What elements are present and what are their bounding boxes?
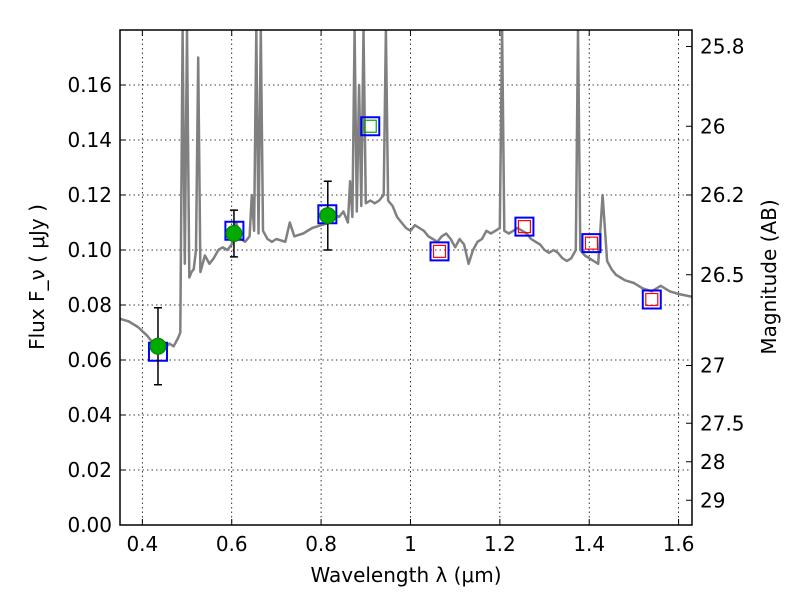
inner-square-marker bbox=[584, 236, 599, 250]
y-tick-label: 0.12 bbox=[67, 183, 112, 207]
y-tick-label: 0.04 bbox=[67, 403, 112, 427]
y-tick-label: 0.10 bbox=[67, 238, 112, 262]
right-tick-label: 27 bbox=[700, 354, 725, 378]
observed-point bbox=[225, 225, 243, 242]
spectrum-layer bbox=[120, 30, 692, 354]
y-axis-label-right: Magnitude (AB) bbox=[757, 199, 781, 354]
y-tick-label: 0.08 bbox=[67, 293, 112, 317]
right-tick-label: 26.5 bbox=[700, 263, 745, 287]
y-tick-label: 0.00 bbox=[67, 513, 112, 537]
blue-square-marker bbox=[360, 116, 381, 137]
x-tick-label: 0.6 bbox=[216, 532, 248, 556]
x-tick-label: 1.4 bbox=[573, 532, 605, 556]
blue-square-marker bbox=[429, 241, 450, 262]
right-tick-label: 26.2 bbox=[700, 183, 745, 207]
right-tick-label: 26 bbox=[700, 114, 725, 138]
observed-point bbox=[319, 207, 337, 225]
x-tick-label: 1 bbox=[404, 532, 417, 556]
x-tick-label: 0.4 bbox=[126, 532, 158, 556]
blue-square-marker bbox=[514, 216, 535, 237]
right-tick-label: 27.5 bbox=[700, 411, 745, 435]
ticks: 0.4 0.6 0.8 1 1.2 1.4 1.6 0.00 0.02 0.04 0.06 0.08 0… bbox=[67, 30, 745, 556]
grid bbox=[120, 30, 692, 526]
y-tick-label: 0.02 bbox=[67, 458, 112, 482]
inner-square-marker bbox=[517, 220, 532, 234]
observed-point bbox=[149, 337, 167, 355]
right-tick-label: 29 bbox=[700, 488, 725, 512]
y-tick-label: 0.14 bbox=[67, 128, 112, 152]
markers-layer bbox=[147, 116, 662, 386]
blue-square-marker bbox=[581, 233, 602, 254]
inner-square-marker bbox=[363, 119, 377, 133]
right-tick-label: 25.8 bbox=[700, 35, 745, 59]
x-tick-label: 0.8 bbox=[305, 532, 337, 556]
x-tick-label: 1.2 bbox=[484, 532, 516, 556]
inner-square-marker bbox=[432, 244, 447, 258]
plot-frame bbox=[119, 29, 693, 526]
blue-square-marker bbox=[641, 289, 662, 310]
x-tick-label: 1.6 bbox=[663, 532, 695, 556]
y-tick-label: 0.06 bbox=[67, 348, 112, 372]
plot-area bbox=[120, 30, 692, 525]
right-tick-label: 28 bbox=[700, 450, 725, 474]
x-axis-label: Wavelength λ (μm) bbox=[310, 563, 501, 587]
inner-square-marker bbox=[645, 292, 659, 307]
y-axis-label-left: Flux F_ν ( μJy ) bbox=[25, 204, 49, 350]
y-tick-label: 0.16 bbox=[67, 73, 112, 97]
spectrum-line bbox=[120, 30, 692, 354]
